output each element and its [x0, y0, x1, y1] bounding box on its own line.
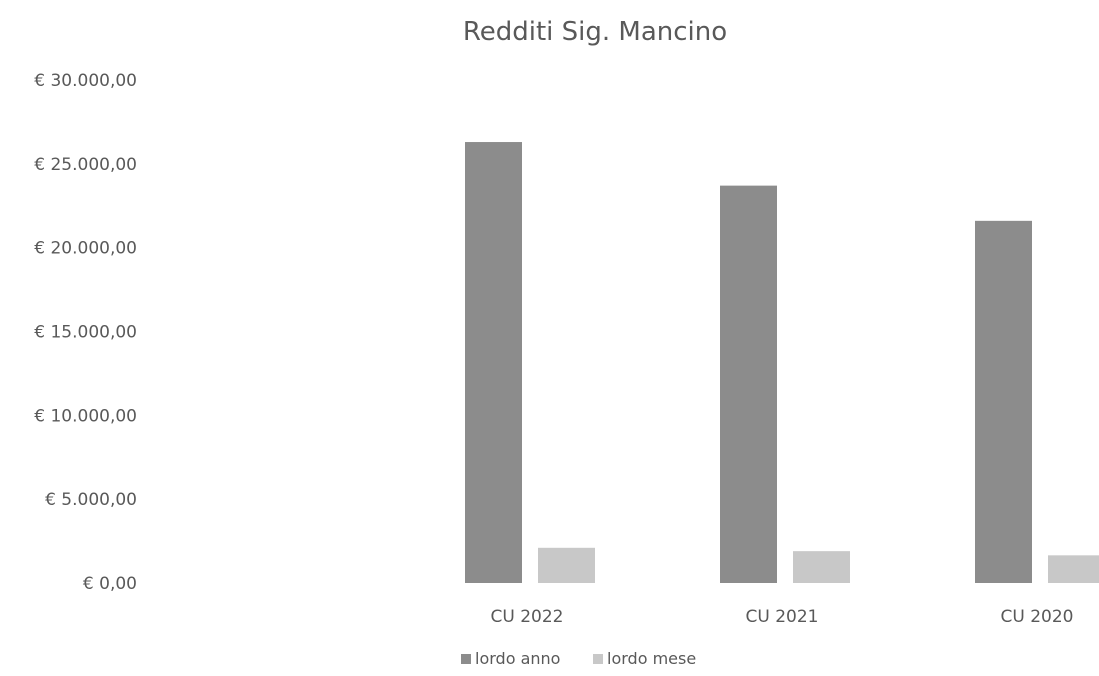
- legend-label-lordo-mese: lordo mese: [607, 649, 696, 668]
- bar-lordo-mese-cu-2020: [1048, 555, 1099, 583]
- x-tick-label: CU 2022: [491, 607, 564, 627]
- y-tick-label: € 25.000,00: [34, 155, 137, 175]
- y-tick-label: € 10.000,00: [34, 406, 137, 426]
- bar-lordo-anno-cu-2022: [465, 142, 522, 583]
- bar-lordo-anno-cu-2021: [720, 185, 777, 583]
- bars: [465, 142, 1099, 583]
- y-axis: € 0,00 € 5.000,00 € 10.000,00 € 15.000,00 € …: [34, 71, 137, 594]
- legend-swatch-lordo-anno: [461, 654, 471, 664]
- x-tick-label: CU 2021: [746, 607, 819, 627]
- y-tick-label: € 15.000,00: [34, 323, 137, 343]
- x-tick-label: CU 2020: [1001, 607, 1074, 627]
- chart-title: Redditi Sig. Mancino: [463, 17, 727, 47]
- y-tick-label: € 5.000,00: [45, 490, 137, 510]
- bar-lordo-anno-cu-2020: [975, 220, 1032, 583]
- legend-label-lordo-anno: lordo anno: [475, 649, 560, 668]
- y-tick-label: € 0,00: [83, 574, 137, 594]
- bar-lordo-mese-cu-2022: [538, 547, 595, 583]
- y-tick-label: € 20.000,00: [34, 239, 137, 259]
- bar-lordo-mese-cu-2021: [793, 551, 850, 583]
- legend-swatch-lordo-mese: [593, 654, 603, 664]
- x-axis: CU 2022 CU 2021 CU 2020: [491, 607, 1074, 627]
- legend: lordo anno lordo mese: [461, 649, 696, 668]
- y-tick-label: € 30.000,00: [34, 71, 137, 91]
